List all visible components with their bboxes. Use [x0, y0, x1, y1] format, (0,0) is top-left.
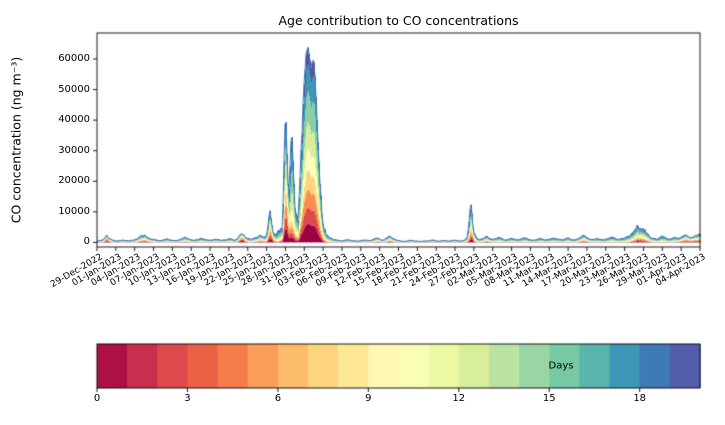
colorbar-tick-label: 9 [365, 393, 372, 404]
colorbar-tick-label: 0 [93, 393, 101, 404]
y-tick-label: 20000 [58, 175, 90, 187]
colorbar-tick-label: 3 [184, 393, 191, 404]
chart-title: Age contribution to CO concentrations [278, 13, 519, 28]
y-tick-label: 60000 [58, 52, 90, 64]
colorbar-tick-label: 15 [542, 393, 556, 404]
colorbar-tick-label: 6 [274, 393, 282, 404]
colorbar-label: Days [548, 360, 574, 372]
colorbar-tick-label: 18 [633, 393, 647, 404]
y-tick-label: 30000 [58, 144, 90, 156]
y-axis-label: CO concentration (ng m⁻³) [8, 56, 24, 224]
colorbar-tick-label: 12 [452, 393, 466, 404]
y-tick-label: 40000 [58, 114, 90, 126]
y-tick-label: 10000 [58, 205, 90, 217]
y-tick-label: 0 [83, 236, 90, 248]
y-tick-label: 50000 [58, 83, 90, 95]
